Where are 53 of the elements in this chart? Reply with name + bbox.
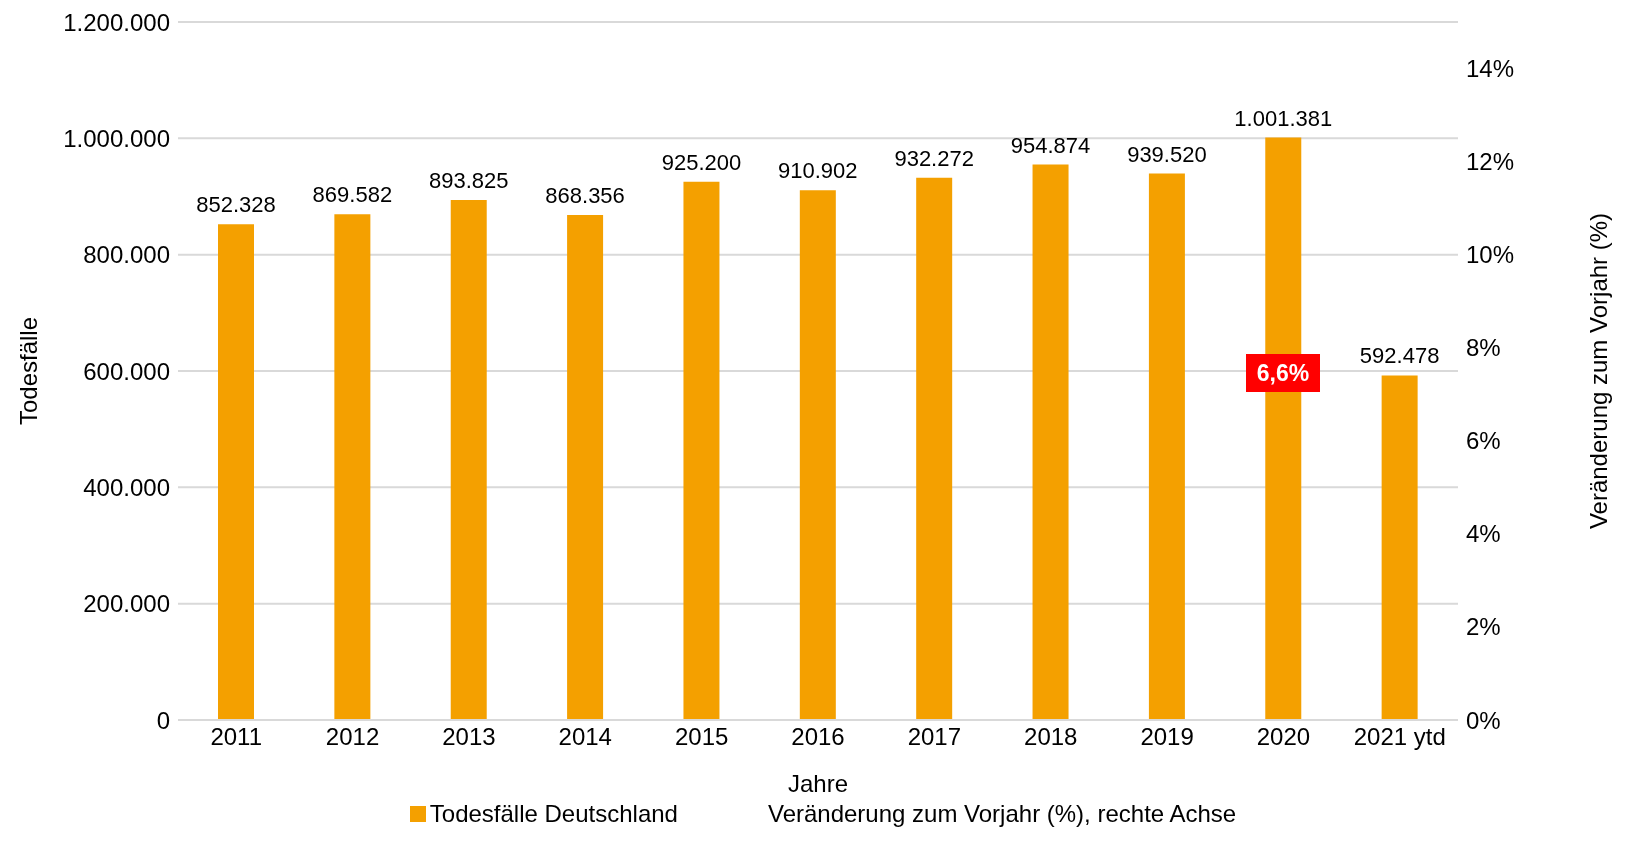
y2-tick-label: 14% (1466, 55, 1515, 83)
data-label: 869.582 (312, 182, 393, 208)
bar (334, 214, 371, 720)
data-label: 852.328 (196, 192, 276, 218)
y-tick-label: 400.000 (83, 473, 170, 501)
y2-tick-label: 12% (1466, 148, 1515, 176)
x-tick-label: 2017 (907, 723, 962, 751)
data-label: 893.825 (428, 168, 509, 194)
bar (218, 224, 254, 720)
y2-tick-label: 10% (1466, 241, 1515, 269)
y-tick-label: 0 (156, 706, 170, 734)
y-tick-label: 800.000 (83, 241, 170, 269)
y-axis-title: Todesfälle (14, 316, 42, 426)
y-tick-label: 1.000.000 (63, 124, 170, 152)
y-tick-label: 600.000 (83, 357, 170, 385)
x-tick-label: 2019 (1140, 723, 1194, 751)
x-tick-label: 2016 (791, 723, 845, 751)
y2-tick-label: 6% (1466, 427, 1501, 455)
x-tick-label: 2012 (325, 723, 380, 751)
legend-label: Todesfälle Deutschland (428, 800, 678, 828)
y2-axis-title: Veränderung zum Vorjahr (%) (1584, 212, 1612, 530)
data-label: 910.902 (778, 158, 858, 184)
data-label: 592.478 (1359, 343, 1440, 369)
x-tick-label: 2015 (674, 723, 729, 751)
y-tick-label: 1.200.000 (63, 8, 170, 36)
bar (1381, 375, 1418, 720)
text: Veränderung zum Vorjahr (%), rechte Achse (767, 800, 1237, 828)
y2-tick-label: 4% (1466, 520, 1501, 548)
data-label: 925.200 (661, 149, 742, 175)
y-tick-label: 200.000 (83, 590, 170, 618)
x-tick-label: 2020 (1256, 723, 1311, 751)
data-label: 1.001.381 (1234, 105, 1333, 131)
y2-tick-label: 8% (1466, 334, 1501, 362)
bar (450, 200, 487, 720)
y2-tick-label: 0% (1466, 706, 1501, 734)
data-label: 868.356 (545, 182, 625, 208)
x-tick-label: 2011 (210, 723, 262, 751)
bar (683, 181, 720, 720)
x-tick-label: 2013 (442, 723, 496, 751)
annotation: 6,6% (1246, 354, 1320, 392)
data-label: 932.272 (894, 145, 974, 171)
x-tick-label: 2021 ytd (1353, 723, 1446, 751)
x-tick-label: 2014 (558, 723, 612, 751)
data-label: 939.520 (1127, 141, 1207, 167)
bar (1032, 164, 1069, 720)
y2-tick-label: 2% (1466, 613, 1501, 641)
bar (799, 190, 836, 720)
x-axis-title: Jahre (787, 770, 849, 797)
x-tick-label: 2018 (1024, 723, 1078, 751)
data-label: 954.874 (1010, 132, 1091, 158)
bar (916, 177, 953, 720)
bar (1148, 173, 1185, 720)
bar (567, 214, 604, 720)
